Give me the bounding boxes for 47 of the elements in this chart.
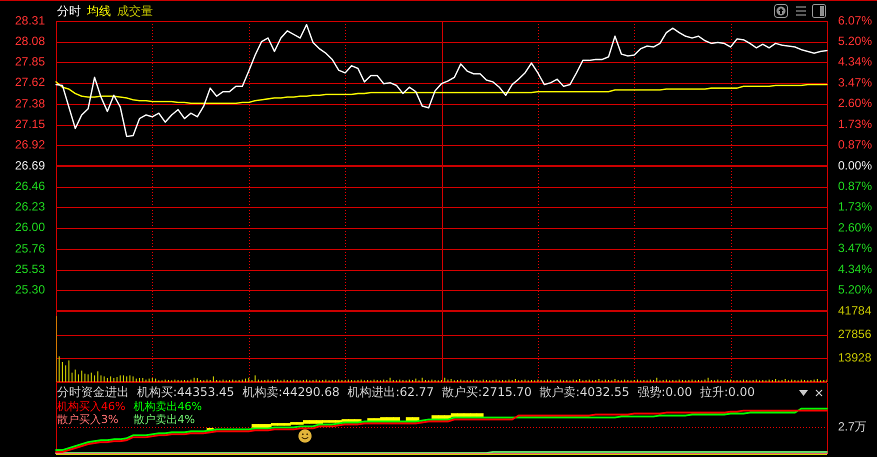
y2-tick-label: 0.87% <box>838 138 872 152</box>
y-tick-label: 27.62 <box>14 75 46 90</box>
y-tick-label: 27.38 <box>14 96 46 111</box>
y2-tick-label: 3.47% <box>838 75 872 90</box>
y-tick-label: 26.00 <box>14 220 46 234</box>
y2-tick-label: 3.47% <box>838 241 872 256</box>
y-tick-label: 26.46 <box>14 178 46 193</box>
annotation: 机构买:44353.45 <box>137 385 234 399</box>
annotation: 机构卖:44290.68 <box>242 385 340 399</box>
y2-tick-label: 0.00% <box>838 158 872 172</box>
y2-tick-label: 1.73% <box>838 116 872 131</box>
y2-tick-label: 2.60% <box>838 220 872 234</box>
y2-tick-label: 6.07% <box>838 13 872 28</box>
y-tick-label: 13928 <box>838 350 872 365</box>
annotation: 强势:0.00 <box>637 385 692 399</box>
y-tick-label: 25.30 <box>14 282 46 297</box>
text: 散户卖出4% <box>133 413 196 426</box>
annotation: 拉升:0.00 <box>700 385 755 399</box>
y2-tick-label: 5.20% <box>838 34 872 48</box>
y-tick-label: 25.53 <box>14 262 46 276</box>
y-tick-label: 26.92 <box>14 138 46 152</box>
y-tick-label: 27.15 <box>14 117 46 132</box>
y2-tick-label: 1.73% <box>838 200 872 214</box>
y2-tick-label: 4.34% <box>838 262 872 276</box>
y2-tick-label: 4.34% <box>838 54 872 69</box>
text: 成交量 <box>117 4 153 18</box>
y-tick-label: 41784 <box>838 303 872 318</box>
y-tick-label: 27856 <box>838 326 872 341</box>
y-tick-label: 25.76 <box>14 242 46 256</box>
annotation: 机构进出:62.77 <box>348 385 434 399</box>
y-tick-label: 2.7万 <box>838 420 867 434</box>
text: 散户买入3% <box>57 413 120 426</box>
y-tick-label: 26.23 <box>14 199 46 214</box>
annotation: 散户买:2715.70 <box>442 385 532 399</box>
annotation: 散户卖:4032.55 <box>540 385 630 399</box>
y2-tick-label: 5.20% <box>838 282 872 297</box>
text: 机构买入46% <box>57 400 126 413</box>
series-label: 机构卖出46% <box>133 400 202 413</box>
text: 均线 <box>87 4 111 18</box>
y-tick-label: 27.85 <box>14 54 46 68</box>
y2-tick-label: 2.60% <box>838 96 872 110</box>
chart-title: 分时资金进出 <box>57 385 129 399</box>
y-tick-label: 28.31 <box>14 13 46 28</box>
y2-tick-label: 0.87% <box>838 179 872 194</box>
text: 分时 <box>57 4 81 18</box>
y-tick-label: 26.69 <box>14 158 46 172</box>
y-tick-label: 28.08 <box>14 34 46 48</box>
